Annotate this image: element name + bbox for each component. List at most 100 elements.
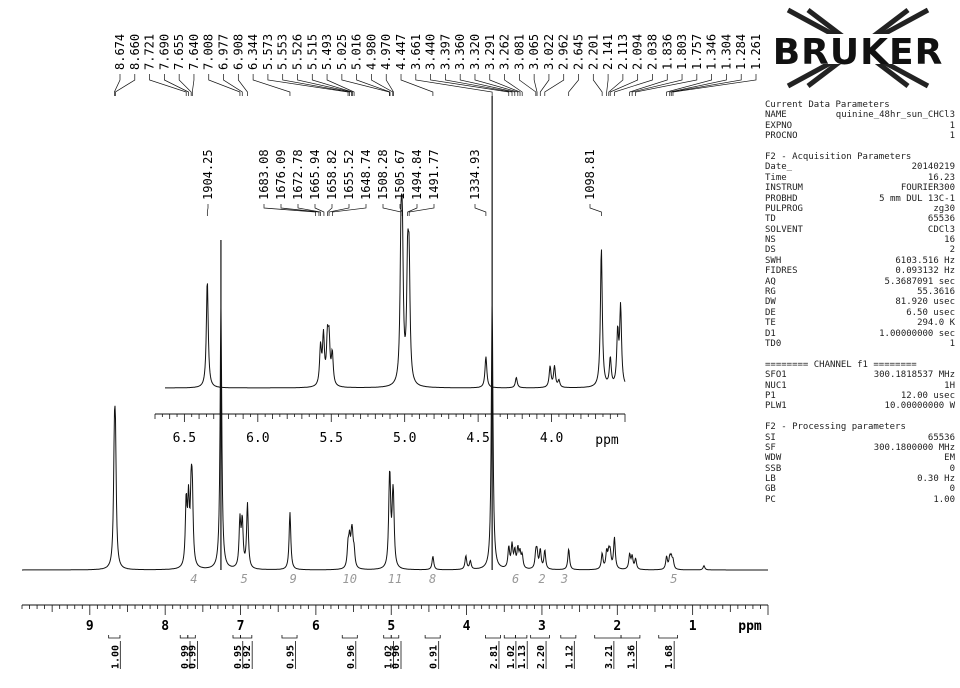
peak-label: 7.008: [202, 34, 216, 70]
integral-bracket: [424, 635, 441, 639]
param-key: TE: [765, 318, 776, 329]
handwritten-label: 9: [290, 572, 297, 586]
param-key: GB: [765, 484, 776, 495]
param-row: DS 2: [765, 245, 960, 255]
peak-label: 1.284: [734, 34, 748, 70]
peak-label: 6.908: [231, 34, 245, 70]
peak-label-leader: [614, 74, 653, 96]
param-value: 0.093132 Hz: [895, 266, 955, 277]
param-value: FOURIER300: [900, 183, 955, 194]
peak-label: 5.553: [276, 34, 290, 70]
integral-bracket: [108, 635, 121, 639]
inset-tick-label: 5.0: [393, 431, 416, 446]
inset-peak-label: 1672.78: [291, 149, 305, 200]
param-key: PULPROG: [765, 203, 803, 214]
inset-spectrum-trace: [165, 193, 626, 389]
param-row: DE 6.50 usec: [765, 308, 960, 318]
peak-label-leader: [489, 74, 521, 96]
peak-label: 7.721: [143, 34, 157, 70]
inset-peak-leader: [280, 204, 320, 216]
param-value: 20140219: [911, 162, 955, 173]
param-key: PROBHD: [765, 193, 798, 204]
peak-label-leader: [371, 74, 394, 96]
handwritten-label: 5: [670, 572, 677, 586]
peak-label-leader: [115, 74, 136, 96]
param-row: TE 294.0 K: [765, 318, 960, 328]
param-row: EXPNO 1: [765, 121, 960, 131]
peak-label-leader: [237, 74, 248, 96]
param-value: 5 mm DUL 13C-1: [879, 193, 955, 204]
param-key: EXPNO: [765, 120, 793, 131]
peak-label-leader: [178, 74, 192, 96]
peak-label: 5.573: [261, 34, 275, 70]
param-row: PC 1.00: [765, 495, 960, 505]
peak-label: 5.493: [320, 34, 334, 70]
inset-peak-label: 1508.28: [376, 149, 390, 200]
param-key: Time: [765, 172, 787, 183]
param-row: PROCNO 1: [765, 131, 960, 141]
peak-label-group: 8.674 8.660 7.721 7.690 7.655 7.640 7.008 6.977…: [113, 34, 763, 96]
axis-tick-label: 2: [613, 619, 621, 634]
integral-bracket: [240, 635, 253, 639]
axis-tick-label: 8: [161, 619, 169, 634]
logo-text: BRUKER: [772, 32, 944, 73]
integral-bracket: [341, 635, 358, 639]
peak-label: 5.016: [350, 34, 364, 70]
peak-label: 3.320: [468, 34, 482, 70]
param-value: 5.3687091 sec: [884, 276, 955, 287]
param-key: AQ: [765, 276, 776, 287]
peak-label-leader: [609, 74, 639, 96]
integral-bracket: [594, 635, 622, 639]
param-key: SI: [765, 432, 776, 443]
peak-label-leader: [164, 74, 189, 96]
handwritten-annotations: 4 5 9 10 11 8 6 2 3 5: [190, 572, 677, 586]
integral-value: 1.00: [110, 645, 121, 669]
param-row: INSTRUM FOURIER300: [765, 183, 960, 193]
peak-label-leader: [606, 74, 609, 96]
integral-value: 1.68: [664, 645, 675, 669]
peak-label: 2.645: [572, 34, 586, 70]
peak-label: 2.113: [616, 34, 630, 70]
axis-tick-label: 4: [463, 619, 471, 634]
param-row: P1 12.00 usec: [765, 391, 960, 401]
param-key: TD: [765, 214, 776, 225]
integral-bracket: [383, 635, 392, 639]
peak-label: 3.022: [542, 34, 556, 70]
param-row: [765, 142, 960, 152]
param-value: 2: [949, 245, 955, 256]
integral-bracket: [485, 635, 501, 639]
integral-value: 0.99: [180, 645, 191, 669]
handwritten-label: 2: [538, 572, 545, 586]
param-row: Date_ 20140219: [765, 162, 960, 172]
peak-label: 8.674: [113, 34, 127, 70]
integral-value: 0.99: [188, 645, 199, 669]
peak-label: 7.690: [157, 34, 171, 70]
param-key: FIDRES: [765, 266, 798, 277]
handwritten-label: 10: [343, 572, 357, 586]
integral-value: 1.12: [564, 645, 575, 669]
main-spectrum-trace: [22, 306, 768, 571]
inset-peak-leader: [328, 204, 350, 216]
param-row: SFO1 300.1818537 MHz: [765, 370, 960, 380]
peak-label: 2.141: [601, 34, 615, 70]
peak-label: 3.397: [438, 34, 452, 70]
param-key: NS: [765, 235, 776, 246]
param-key: Date_: [765, 162, 793, 173]
param-key: P1: [765, 390, 776, 401]
inset-peak-leader: [327, 204, 333, 216]
param-key: INSTRUM: [765, 183, 803, 194]
peak-label-leader: [608, 74, 624, 96]
param-value: 16.23: [927, 172, 955, 183]
axis-tick-label: 1: [689, 619, 697, 634]
integral-bracket: [620, 635, 641, 639]
param-value: 65536: [927, 432, 955, 443]
axis-unit-label: ppm: [738, 619, 762, 634]
inset-peak-leader: [206, 204, 209, 216]
param-key: DS: [765, 245, 776, 256]
peak-label-leader: [149, 74, 187, 96]
peak-label: 2.962: [557, 34, 571, 70]
param-value: zg30: [933, 203, 955, 214]
handwritten-label: 8: [429, 572, 436, 586]
integral-value: 0.95: [233, 645, 244, 669]
